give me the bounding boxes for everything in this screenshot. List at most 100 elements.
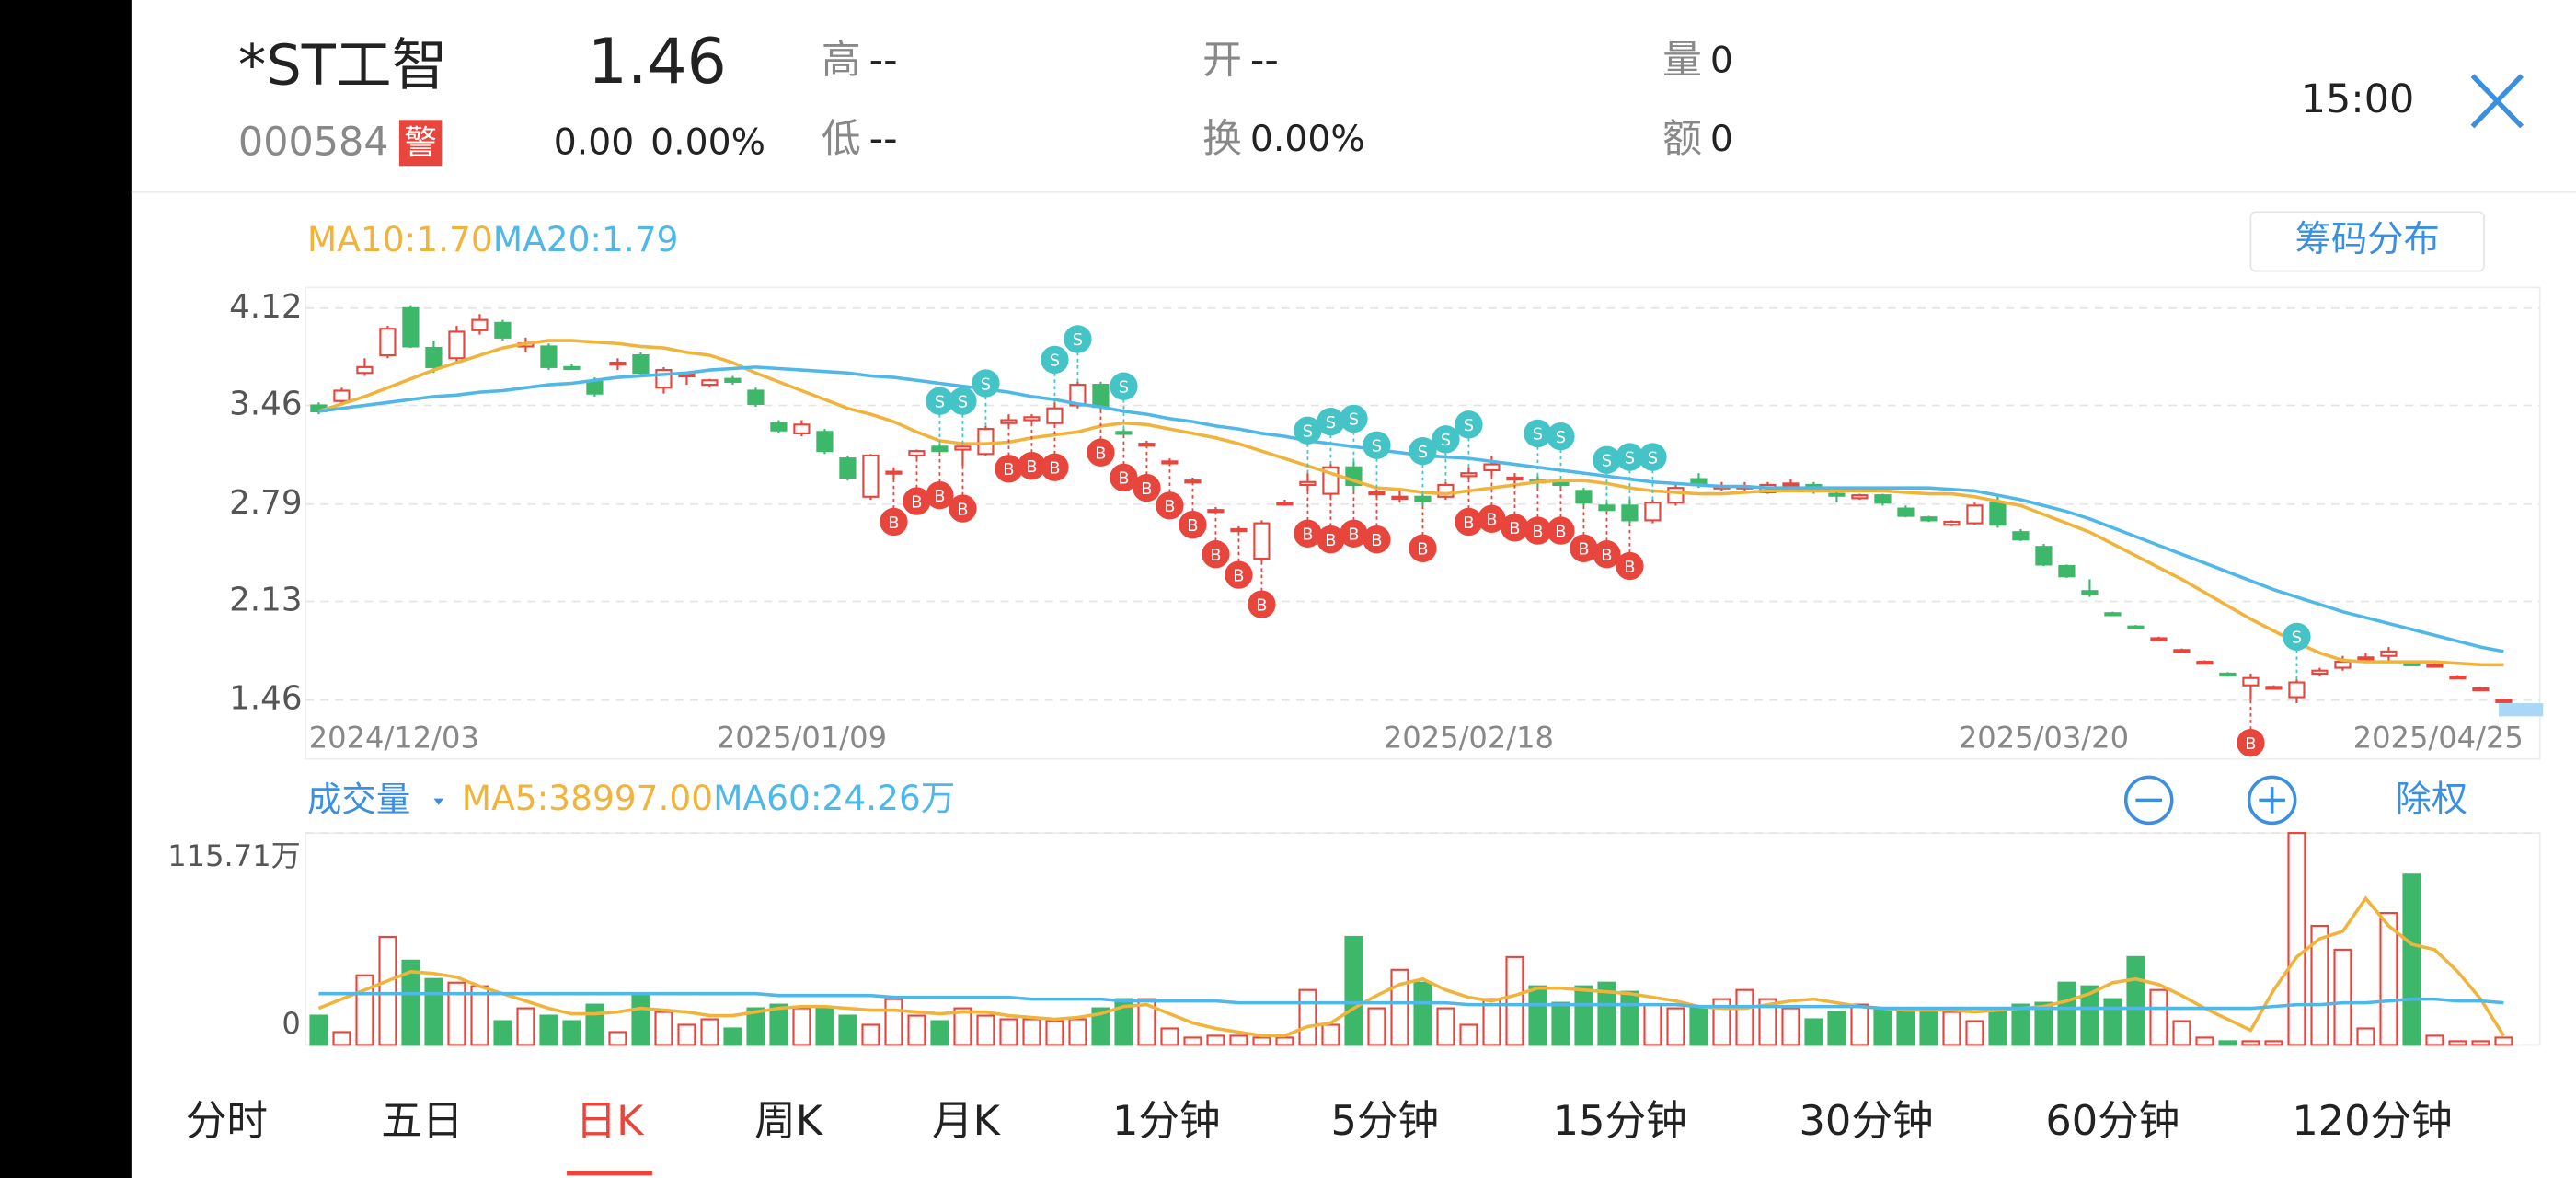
candle-body [1092,384,1110,409]
signal-label: B [1210,546,1221,565]
volume-bar [907,1014,926,1046]
tab[interactable]: 分时 [186,1097,268,1145]
signal-label: S [1556,428,1566,447]
candle-body [793,423,811,435]
candle-body [2426,664,2444,668]
signal-label: B [911,492,922,512]
zoom-in[interactable] [2247,775,2297,826]
candle-body [2081,590,2099,595]
signal-label: B [1233,566,1244,585]
volume-bar [2264,1040,2283,1046]
signal-marker [1455,410,1483,439]
volume-bar [976,1014,995,1046]
tab[interactable]: 日K [576,1097,646,1145]
legend-entry: MA10:1.70 [307,219,493,260]
signal-marker [949,494,977,523]
candle-body [1874,494,1892,504]
volume-bar [608,1031,627,1046]
zoom-out[interactable] [2123,775,2174,826]
signal-label: B [1325,531,1336,550]
tab[interactable]: 120分钟 [2292,1097,2452,1145]
signal-marker [1202,540,1230,569]
dropdown-caret [433,798,444,805]
volume-bar [1114,998,1133,1046]
candle-body [1391,495,1409,500]
signal-marker [1248,590,1276,618]
candle-body [1299,480,1317,487]
signal-label: S [1073,330,1083,350]
badge-bg [398,120,443,167]
signal-marker [1455,507,1483,537]
candle-body [379,328,397,357]
candle-body [1966,504,1984,525]
tab[interactable]: 60分钟 [2045,1097,2179,1145]
volume-bar [424,977,443,1046]
tab[interactable]: 月K [932,1097,1002,1145]
change: 0.00 [554,122,634,164]
stat-value: -- [1250,37,1279,83]
volume-bar [2379,912,2398,1046]
candle-body [448,330,466,360]
chips-button-label[interactable]: 筹码分布 [2295,219,2440,260]
volume-bar [1482,998,1501,1046]
stock-code: 000584 [238,120,389,166]
signal-label: B [1187,516,1198,536]
volume-bar [1436,1007,1455,1046]
volume-bar [539,1014,558,1046]
signal-marker [1616,443,1644,471]
volume-bar [2494,1036,2513,1046]
candle-body [1575,490,1593,504]
signal-label: S [1326,413,1336,433]
signal-label: B [1003,460,1014,479]
volume-bar [1068,1018,1087,1046]
candle-body [1483,463,1501,472]
volume-bar [1781,1007,1800,1046]
signal-marker [926,480,954,510]
volume-bar [654,1011,673,1046]
candle-body [954,445,972,451]
candle-body [2127,625,2145,629]
signal-marker [1179,511,1207,539]
candle-body [1943,520,1961,526]
signal-label: B [888,514,899,533]
candle-body [1828,492,1846,497]
signal-marker [1639,443,1667,471]
badge: 警 [404,124,437,162]
volume-bar [838,1014,857,1046]
chips-button[interactable] [2249,211,2485,272]
volume-bar [2356,1027,2375,1046]
candle-body [1230,527,1248,533]
tab[interactable]: 15分钟 [1553,1097,1687,1145]
candle-body [2334,661,2352,669]
ma-line [318,991,2504,1011]
tab[interactable]: 5分钟 [1331,1097,1440,1145]
volume-title: 成交量 [307,780,410,820]
signal-label: B [957,500,968,519]
close-button[interactable] [2470,74,2524,129]
tab[interactable]: 1分钟 [1112,1097,1221,1145]
volume-bar [677,1023,696,1046]
signal-label: S [1303,422,1313,442]
volume-bar [1022,1018,1041,1046]
volume-bar [1528,985,1547,1046]
volume-bar [2241,1040,2260,1046]
volume-bar [1160,1027,1179,1046]
tab[interactable]: 五日 [381,1097,463,1145]
tab[interactable]: 周K [754,1097,824,1145]
candle-body [862,454,880,498]
volume-bar [2149,988,2168,1046]
volume-bar [2310,924,2329,1046]
signal-label: B [1578,540,1589,560]
tab[interactable]: 30分钟 [1800,1097,1934,1145]
signal-label: B [1302,525,1313,545]
signal-marker [2237,728,2265,757]
stat-value: -- [869,37,898,83]
volume-bar [1344,935,1363,1046]
candle-body [1598,504,1616,512]
adjust-button[interactable]: 除权 [2396,780,2468,821]
candle-body [1000,419,1018,424]
volume-bar [401,959,420,1046]
signal-label: S [1372,437,1382,456]
signal-marker [2283,622,2311,652]
volume-bar [2034,1001,2053,1046]
